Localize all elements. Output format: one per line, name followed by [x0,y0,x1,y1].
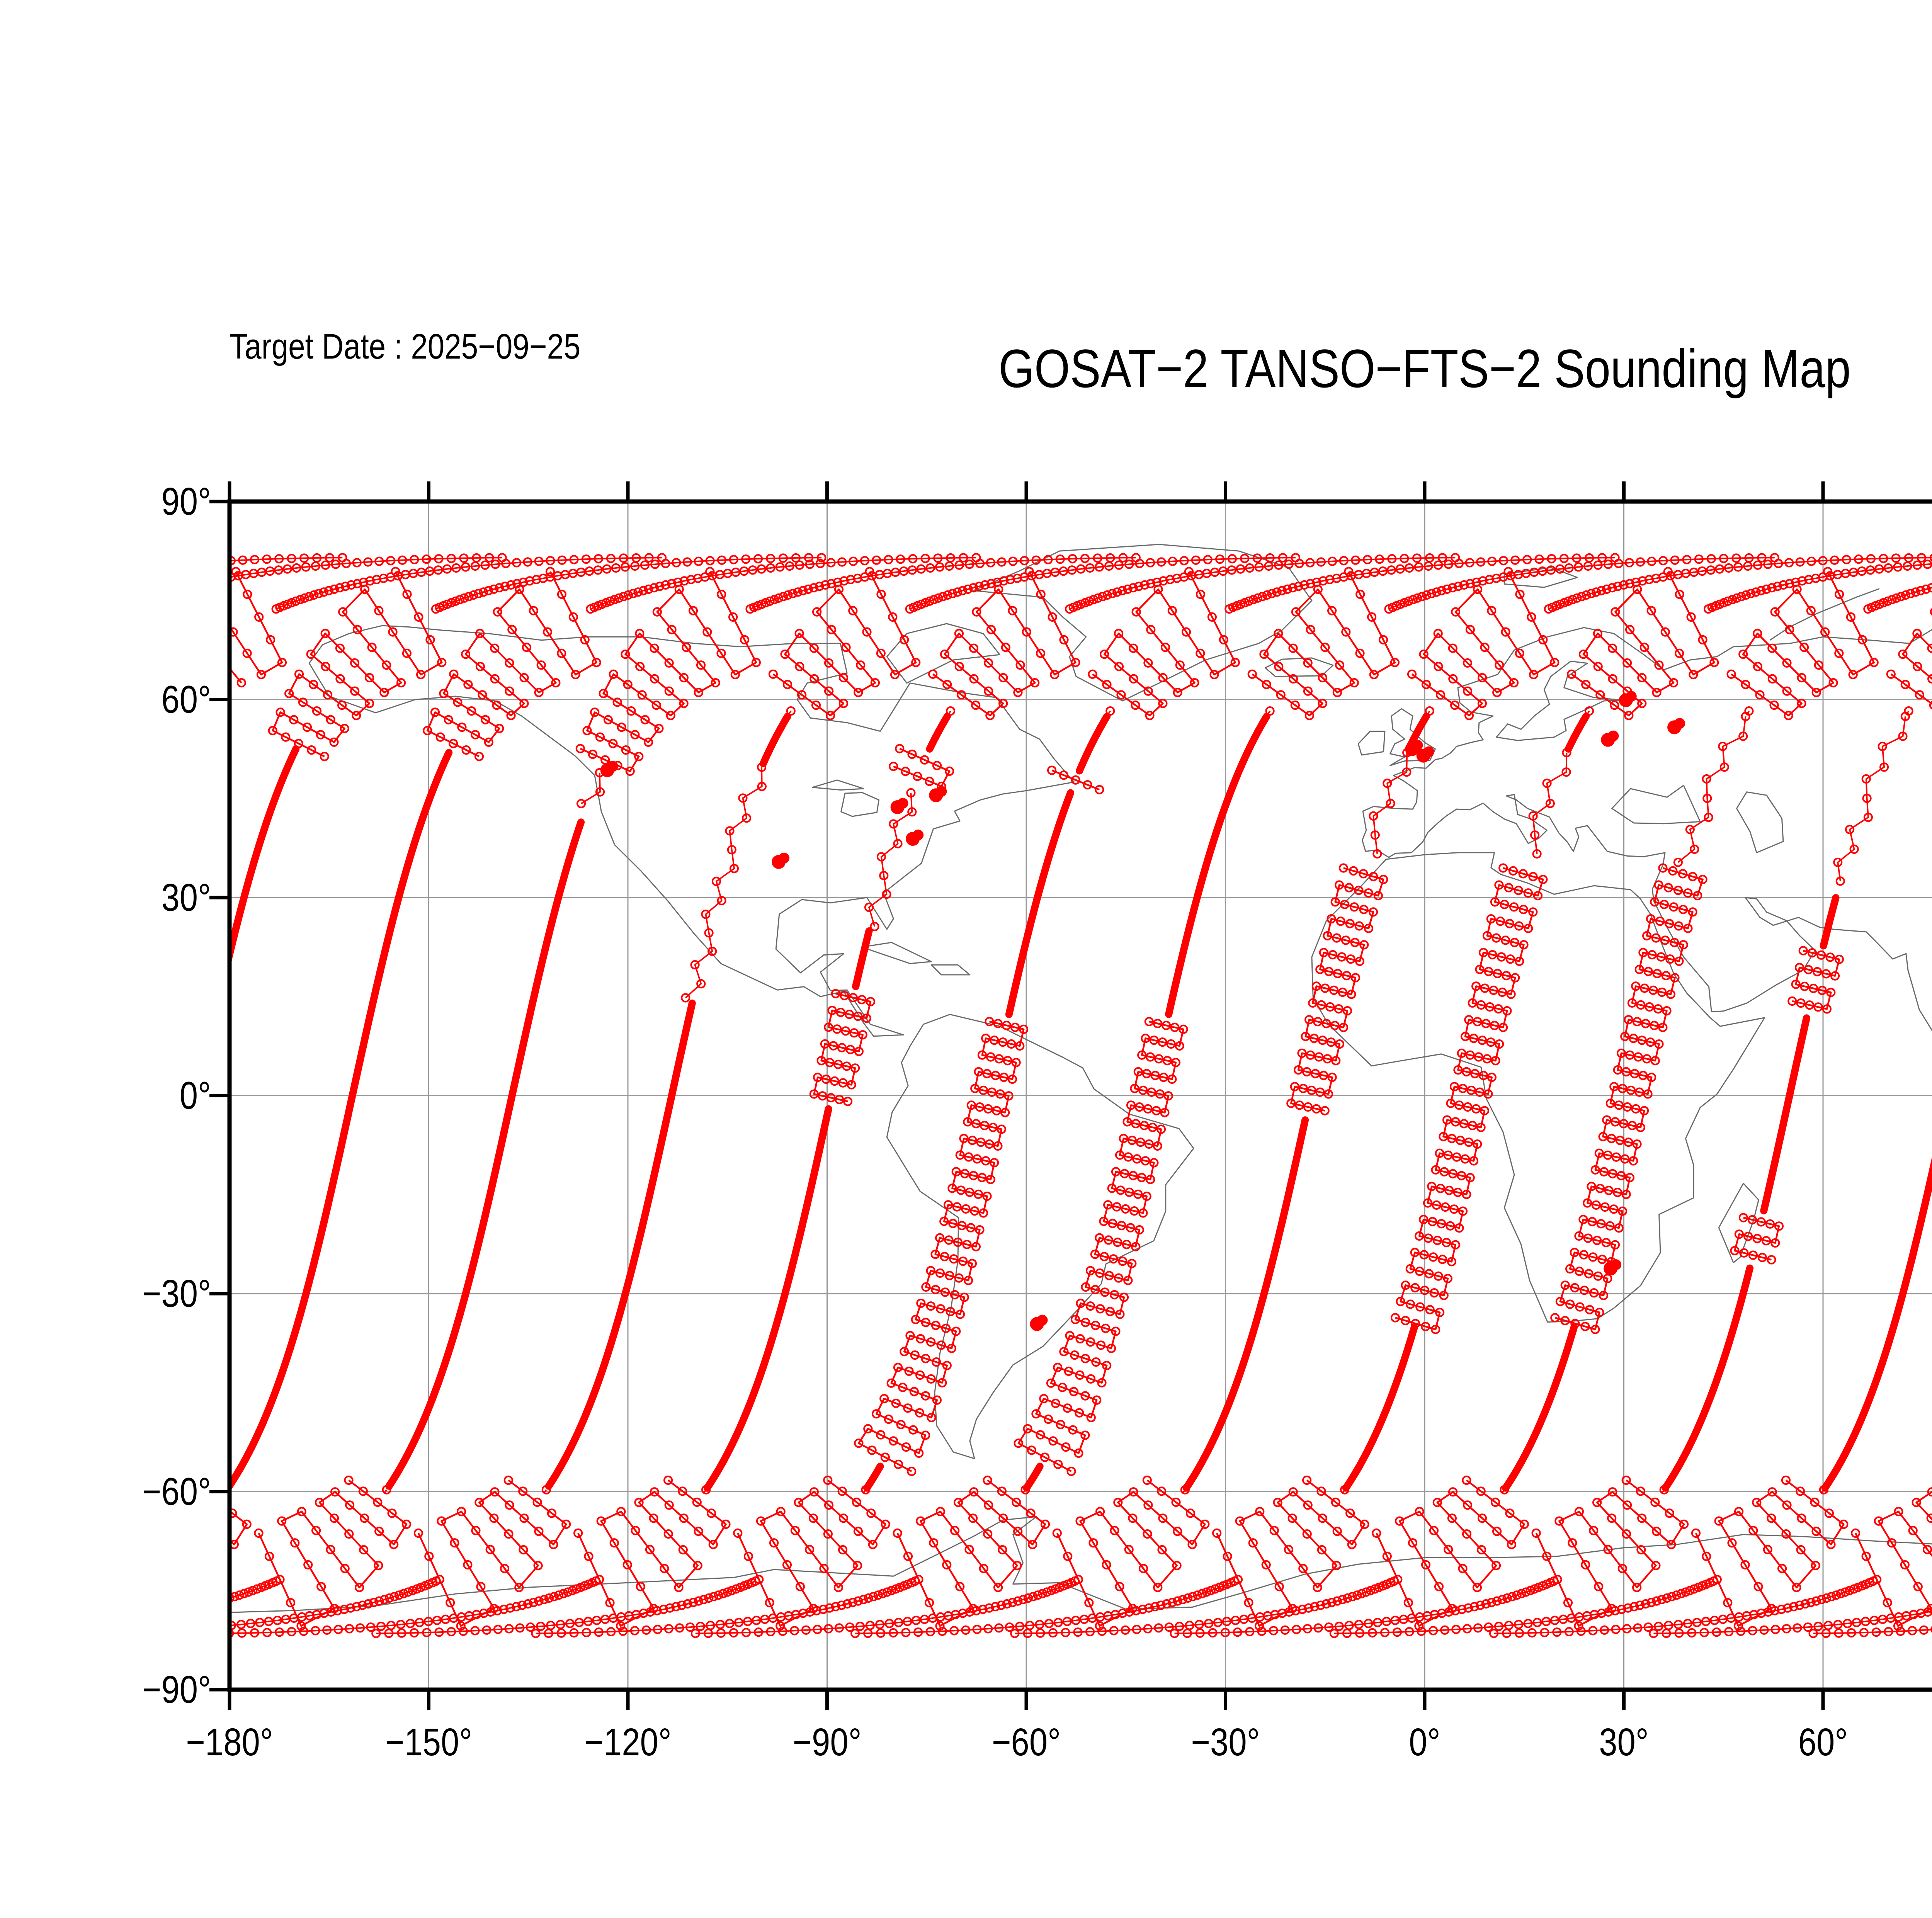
y-tick-label: −90° [142,1668,211,1711]
dense-target-moscow-b [1675,719,1684,728]
dense-target-montreal-b [937,787,946,796]
y-tick-label: 60° [161,678,211,721]
y-tick-label: 0° [180,1074,211,1117]
y-tick-label: −60° [142,1470,211,1513]
x-tick-label: −180° [186,1720,273,1763]
dense-target-midlands-uk-b [1413,741,1422,750]
dense-target-st-petersburg-b [1627,692,1636,701]
dense-target-east-us-b [913,830,923,840]
dense-target-london-b [1424,747,1434,757]
dense-target-toronto-b [898,799,908,808]
y-tick-label: −30° [142,1272,211,1315]
target-date-label: Target Date : 2025−09−25 [230,327,580,366]
x-tick-label: −120° [584,1720,671,1763]
dense-target-johannesburg-b [1611,1260,1621,1269]
x-tick-label: 60° [1798,1720,1848,1763]
dense-target-central-us-b [779,854,789,863]
dense-target-minsk-b [1609,731,1618,741]
x-tick-label: 30° [1599,1720,1649,1763]
x-tick-label: −90° [793,1720,861,1763]
x-tick-label: −60° [992,1720,1061,1763]
y-tick-label: 90° [161,480,211,523]
chart-title: GOSAT−2 TANSO−FTS−2 Sounding Map [998,338,1851,399]
x-tick-label: −30° [1191,1720,1260,1763]
x-tick-label: −150° [385,1720,472,1763]
dense-target-buenos-aires-b [1038,1316,1047,1325]
x-tick-label: 0° [1409,1720,1440,1763]
dense-target-vancouver-b [608,762,617,771]
y-tick-label: 30° [161,876,211,919]
